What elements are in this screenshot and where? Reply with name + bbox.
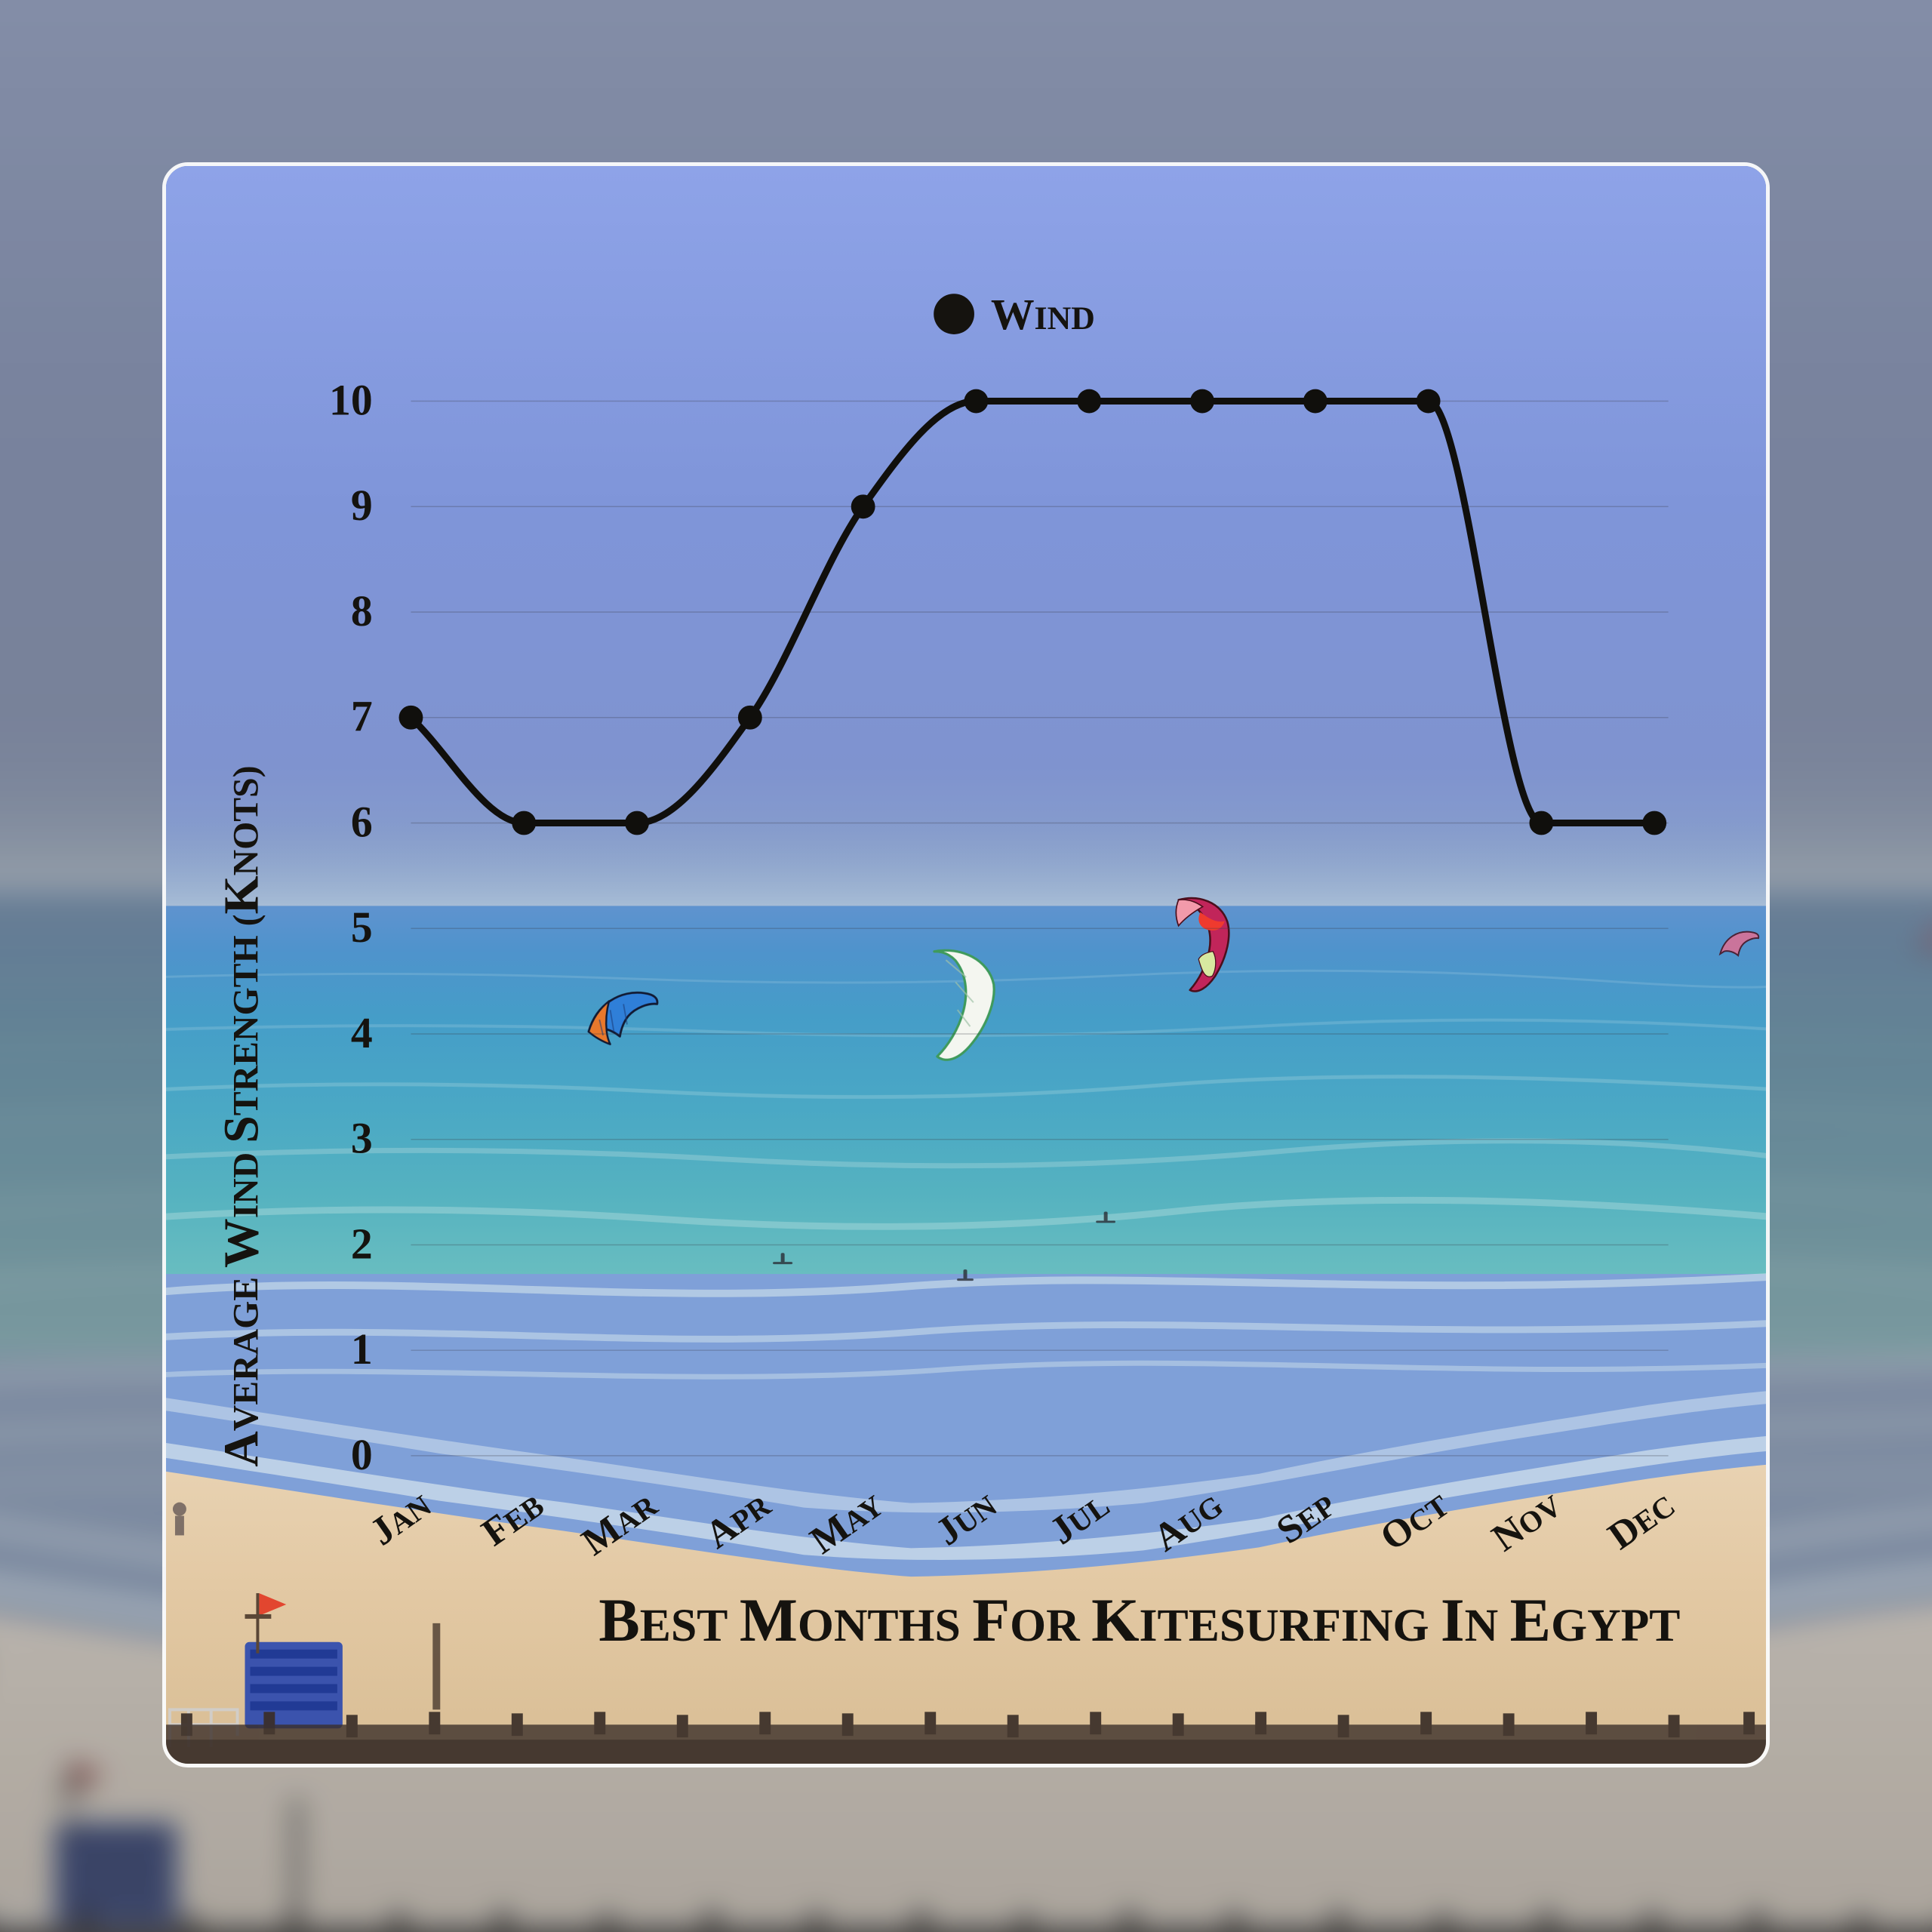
- svg-text:3: 3: [351, 1115, 373, 1163]
- svg-text:AUG: AUG: [1146, 1483, 1230, 1560]
- svg-text:NOV: NOV: [1484, 1483, 1569, 1561]
- svg-text:JUN: JUN: [928, 1483, 1004, 1555]
- svg-text:APR: APR: [697, 1482, 779, 1557]
- svg-text:BEST MONTHS FOR KITESURFING IN: BEST MONTHS FOR KITESURFING IN EGYPT: [598, 1586, 1680, 1654]
- svg-text:FEB: FEB: [474, 1483, 551, 1555]
- svg-text:0: 0: [351, 1432, 373, 1479]
- svg-text:MAY: MAY: [803, 1483, 891, 1563]
- svg-text:JAN: JAN: [362, 1483, 438, 1555]
- svg-text:1: 1: [351, 1326, 373, 1374]
- svg-text:2: 2: [351, 1220, 373, 1268]
- svg-text:AVERAGE WIND STRENGTH (KNOTS): AVERAGE WIND STRENGTH (KNOTS): [214, 765, 269, 1466]
- svg-text:OCT: OCT: [1373, 1483, 1457, 1560]
- svg-text:4: 4: [351, 1010, 373, 1057]
- svg-text:7: 7: [351, 694, 373, 741]
- svg-text:DEC: DEC: [1601, 1483, 1683, 1558]
- svg-text:10: 10: [329, 377, 373, 424]
- svg-text:MAR: MAR: [574, 1482, 666, 1564]
- svg-text:8: 8: [351, 588, 373, 635]
- svg-text:6: 6: [351, 798, 373, 846]
- svg-text:JUL: JUL: [1042, 1483, 1117, 1553]
- svg-text:SEP: SEP: [1269, 1483, 1343, 1552]
- svg-text:5: 5: [351, 904, 373, 952]
- svg-text:9: 9: [351, 482, 373, 530]
- svg-text:WIND: WIND: [991, 291, 1095, 339]
